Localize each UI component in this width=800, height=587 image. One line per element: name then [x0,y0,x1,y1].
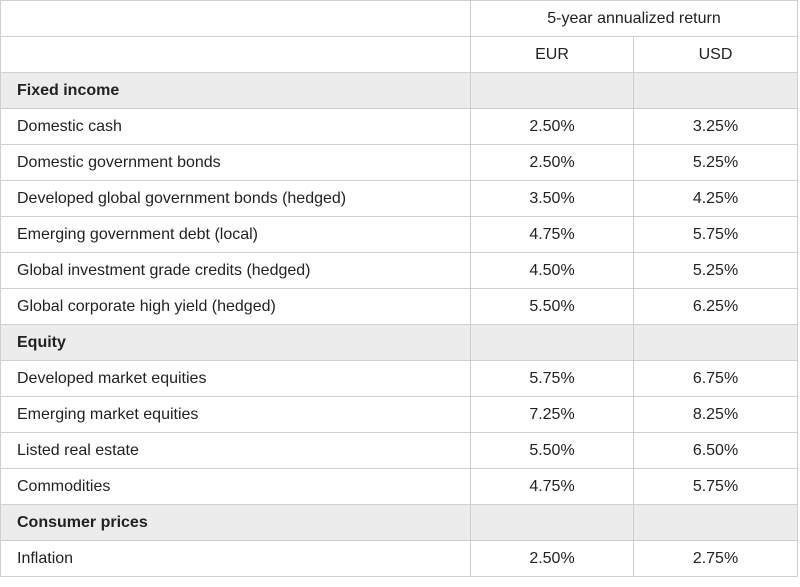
table-row: Inflation 2.50% 2.75% [0,540,798,577]
eur-value: 5.50% [470,288,634,325]
group-empty-cell [470,504,634,541]
table-row: Commodities 4.75% 5.75% [0,468,798,505]
table-row: Developed market equities 5.75% 6.75% [0,360,798,397]
eur-value: 2.50% [470,144,634,181]
header-empty-cell [0,36,471,73]
eur-value: 7.25% [470,396,634,433]
table-row: Global corporate high yield (hedged) 5.50… [0,288,798,325]
group-empty-cell [633,504,798,541]
header-eur: EUR [470,36,634,73]
usd-value: 5.75% [633,468,798,505]
table-row: Domestic cash 2.50% 3.25% [0,108,798,145]
row-label: Developed global government bonds (hedge… [0,180,471,217]
row-label: Global investment grade credits (hedged) [0,252,471,289]
row-label: Commodities [0,468,471,505]
usd-value: 5.75% [633,216,798,253]
group-row: Fixed income [0,72,798,109]
eur-value: 5.75% [470,360,634,397]
group-empty-cell [470,72,634,109]
header-empty-cell [0,0,471,37]
group-empty-cell [633,324,798,361]
group-row: Equity [0,324,798,361]
usd-value: 3.25% [633,108,798,145]
row-label: Listed real estate [0,432,471,469]
eur-value: 3.50% [470,180,634,217]
row-label: Global corporate high yield (hedged) [0,288,471,325]
eur-value: 2.50% [470,540,634,577]
usd-value: 8.25% [633,396,798,433]
usd-value: 6.25% [633,288,798,325]
row-label: Domestic government bonds [0,144,471,181]
table-row: Emerging government debt (local) 4.75% 5.7… [0,216,798,253]
usd-value: 4.25% [633,180,798,217]
group-empty-cell [633,72,798,109]
row-label: Inflation [0,540,471,577]
usd-value: 5.25% [633,252,798,289]
eur-value: 4.50% [470,252,634,289]
header-usd: USD [633,36,798,73]
row-label: Domestic cash [0,108,471,145]
row-label: Emerging market equities [0,396,471,433]
row-label: Developed market equities [0,360,471,397]
usd-value: 6.50% [633,432,798,469]
eur-value: 4.75% [470,468,634,505]
table-row: Listed real estate 5.50% 6.50% [0,432,798,469]
group-label: Fixed income [0,72,471,109]
group-label: Equity [0,324,471,361]
group-label: Consumer prices [0,504,471,541]
table-row: Emerging market equities 7.25% 8.25% [0,396,798,433]
usd-value: 5.25% [633,144,798,181]
row-label: Emerging government debt (local) [0,216,471,253]
eur-value: 2.50% [470,108,634,145]
group-row: Consumer prices [0,504,798,541]
table-row: Developed global government bonds (hedge… [0,180,798,217]
table-row: Global investment grade credits (hedged)… [0,252,798,289]
header-span-label: 5-year annualized return [470,0,798,37]
table-row: Domestic government bonds 2.50% 5.25% [0,144,798,181]
header-row-span: 5-year annualized return [0,0,798,37]
usd-value: 6.75% [633,360,798,397]
eur-value: 5.50% [470,432,634,469]
usd-value: 2.75% [633,540,798,577]
header-row-currencies: EUR USD [0,36,798,73]
eur-value: 4.75% [470,216,634,253]
group-empty-cell [470,324,634,361]
